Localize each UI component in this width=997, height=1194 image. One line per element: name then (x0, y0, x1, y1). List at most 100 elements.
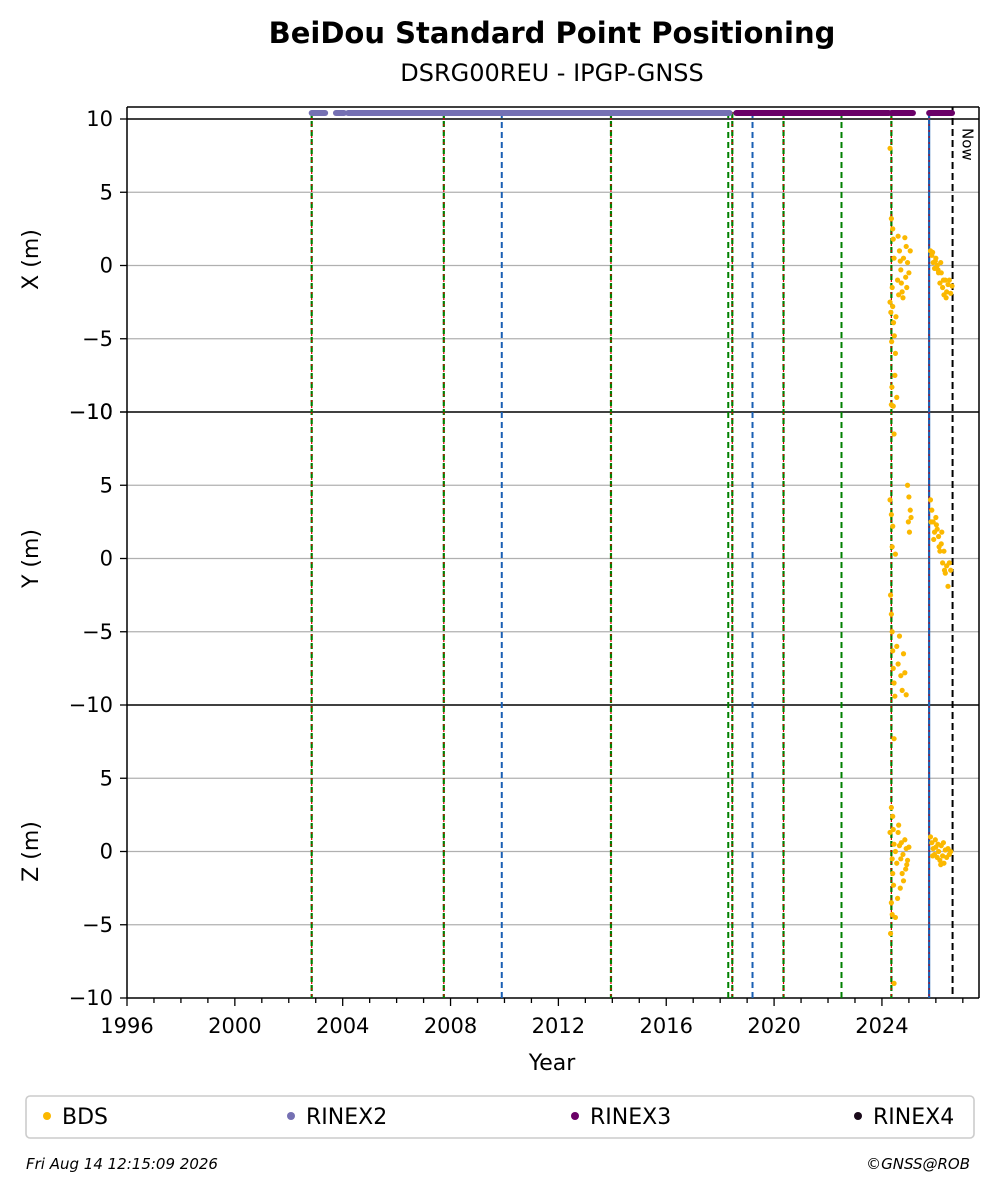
chart-subtitle: DSRG00REU - IPGP-GNSS (400, 59, 704, 87)
bds-point (906, 529, 913, 535)
bds-point (903, 274, 909, 280)
legend-entry: RINEX4 (854, 1105, 954, 1130)
bds-point (904, 862, 910, 868)
bds-point (896, 292, 902, 298)
y-tick-label: −5 (82, 913, 113, 937)
event-lines (310, 112, 931, 998)
axes-frame (126, 106, 980, 999)
bds-point (892, 551, 899, 557)
bds-point (888, 309, 894, 315)
bds-point (890, 870, 896, 877)
legend: BDS RINEX2 RINEX3 RINEX4 (25, 1095, 975, 1139)
bds-point (887, 592, 894, 598)
legend-marker (854, 1112, 862, 1120)
bds-point (898, 280, 904, 286)
bds-point (892, 693, 898, 699)
x-tick-label: 1996 (100, 1014, 153, 1038)
bds-point (935, 848, 942, 855)
bds-point (896, 248, 903, 254)
bds-point (891, 431, 897, 437)
y-tick-label: 0 (100, 840, 113, 864)
panel-z: −10 5 0 −5 −10 Z (m) (19, 693, 979, 1010)
bds-point (935, 267, 941, 273)
bds-point (945, 281, 951, 288)
bds-point (937, 280, 943, 286)
bds-point (894, 643, 900, 650)
bds-point (907, 248, 913, 254)
bds-point (937, 548, 943, 554)
x-tick-label: 2000 (208, 1014, 261, 1038)
bds-point (888, 804, 894, 811)
panel-y: −10 5 0 −5 Y (m) (19, 400, 979, 644)
y-tick-label: 0 (100, 254, 113, 278)
bds-point (932, 837, 938, 843)
bds-point (892, 372, 898, 378)
legend-marker (287, 1112, 295, 1120)
y-tick-label: 0 (100, 547, 113, 571)
bds-point (941, 567, 948, 573)
y-tick-label: −10 (69, 400, 113, 424)
bds-point (949, 283, 955, 289)
bds-point (906, 494, 912, 500)
bds-point (900, 878, 907, 884)
bds-point (902, 670, 908, 676)
y-tick-label: 5 (100, 766, 113, 790)
bds-point (933, 522, 940, 528)
bds-point (891, 333, 897, 339)
bds-point (898, 267, 904, 273)
bds-point (931, 536, 937, 543)
bds-point (889, 856, 895, 862)
bds-point (887, 299, 893, 305)
y-tick-label: −5 (82, 620, 113, 644)
bds-point (895, 661, 901, 667)
panel-x: 10 5 0 −5 −10 X (m) (19, 107, 979, 424)
bds-point (900, 851, 906, 858)
bds-point (898, 673, 904, 679)
bds-point (904, 857, 911, 863)
legend-marker (571, 1112, 579, 1120)
bds-point (945, 583, 951, 589)
bds-point (932, 258, 938, 264)
bds-point (906, 270, 912, 276)
bds-point (938, 862, 944, 868)
bds-point (890, 882, 897, 888)
bds-point (888, 511, 894, 518)
bds-point (887, 497, 893, 503)
bds-point (936, 544, 942, 550)
bds-point (889, 544, 895, 550)
bds-point (933, 514, 939, 521)
x-tick-label: 2004 (316, 1014, 369, 1038)
bds-point (902, 837, 908, 843)
bds-point (891, 680, 897, 686)
bds-point (894, 277, 901, 283)
bds-point (889, 284, 895, 291)
y-axis-label: X (m) (19, 229, 44, 290)
x-axis: 1996 2000 2004 2008 2012 2016 2020 2024 (100, 998, 964, 1038)
bds-point (934, 262, 940, 269)
bds-point (892, 350, 899, 356)
bds-point (946, 277, 952, 283)
now-label: Now (959, 128, 977, 161)
y-axis-label: Z (m) (19, 821, 44, 882)
bds-point (894, 895, 901, 901)
chart-title: BeiDou Standard Point Positioning (269, 16, 836, 50)
bds-point (899, 687, 905, 693)
bds-point (930, 249, 936, 255)
legend-frame (25, 1095, 975, 1139)
bds-point (898, 856, 904, 862)
bds-point (944, 289, 950, 295)
footer-credit: ©GNSS@ROB (866, 1155, 970, 1173)
bds-point (893, 314, 899, 320)
bds-point (888, 216, 894, 222)
bds-point (906, 844, 912, 850)
y-tick-label: 10 (86, 107, 113, 131)
bds-point (908, 514, 914, 521)
bds-point (888, 900, 894, 906)
bds-point (937, 857, 943, 863)
x-tick-label: 2016 (640, 1014, 693, 1038)
bds-point (938, 259, 944, 266)
bds-point (948, 567, 954, 573)
bds-point (890, 403, 896, 409)
